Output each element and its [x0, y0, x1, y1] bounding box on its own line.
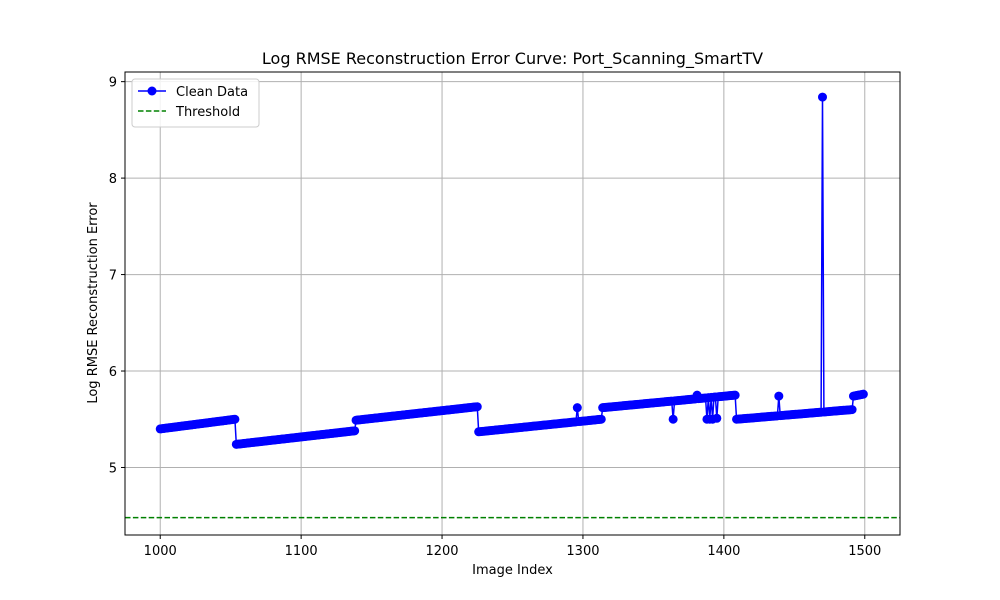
x-tick-label: 1400 [707, 544, 740, 559]
clean-data-point [668, 414, 678, 424]
clean-data-point [847, 405, 857, 415]
y-axis-label: Log RMSE Reconstruction Error [86, 202, 101, 404]
x-tick-label: 1200 [425, 544, 458, 559]
x-tick-label: 1300 [566, 544, 599, 559]
x-tick-label: 1100 [285, 544, 318, 559]
x-axis-label: Image Index [472, 563, 553, 578]
x-tick-label: 1500 [848, 544, 881, 559]
clean-data-point [472, 402, 482, 412]
plot-area-frame [124, 71, 901, 536]
clean-data-point [818, 92, 827, 102]
legend-threshold-label: Threshold [175, 105, 240, 120]
grid-layer [125, 72, 900, 535]
clean-data-point [572, 403, 582, 413]
legend-clean-data-marker [147, 86, 157, 96]
y-tick-label: 8 [109, 172, 117, 187]
y-tick-label: 9 [109, 76, 117, 91]
legend-clean-data-label: Clean Data [176, 85, 248, 100]
chart-title: Log RMSE Reconstruction Error Curve: Por… [262, 49, 763, 69]
clean-data-point [350, 426, 360, 436]
x-tick-label: 1000 [144, 544, 177, 559]
legend: Clean Data Threshold [131, 78, 260, 128]
clean-data-point [730, 390, 740, 400]
series-layer [155, 92, 868, 449]
clean-data-point [774, 391, 784, 401]
clean-data-point [858, 389, 868, 399]
y-tick-label: 6 [109, 365, 117, 380]
tick-layer: 1000 1100 1200 1300 1400 1500 5 6 7 8 9 [109, 76, 882, 559]
y-tick-label: 5 [109, 461, 117, 476]
clean-data-point [230, 414, 240, 424]
clean-data-point [712, 413, 722, 423]
y-tick-label: 7 [109, 269, 117, 284]
clean-data-point [596, 414, 606, 424]
